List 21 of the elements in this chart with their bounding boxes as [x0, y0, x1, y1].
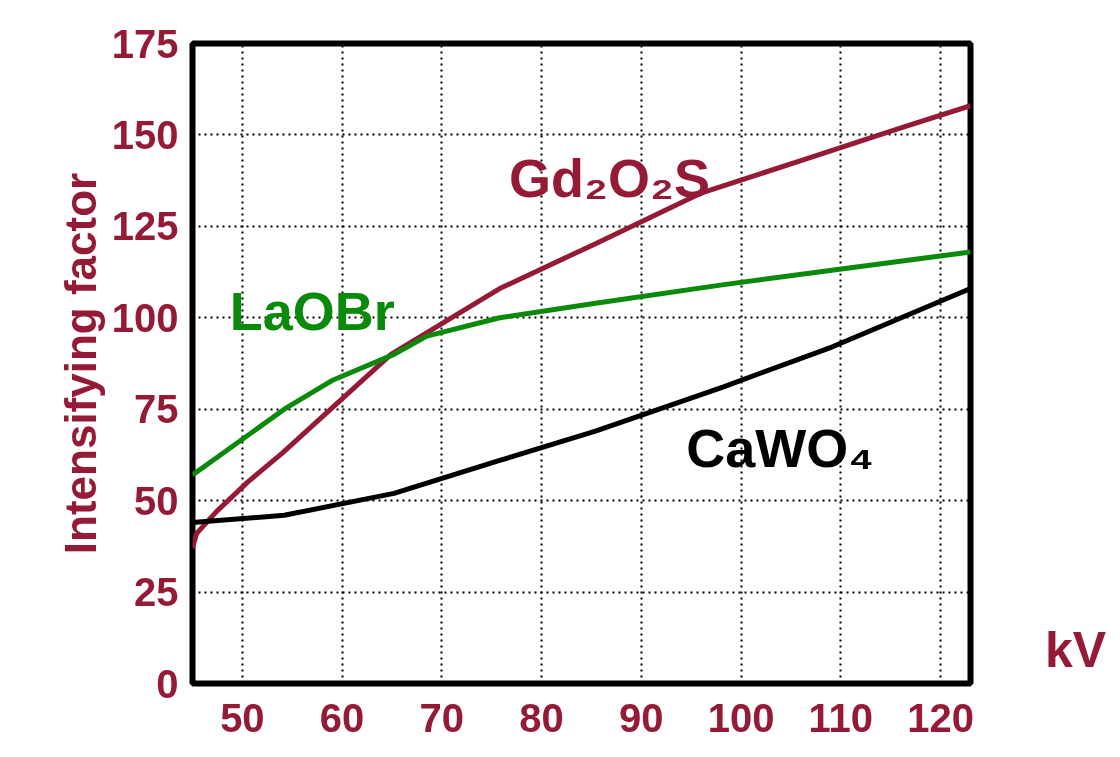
- y-tick-label: 150: [111, 112, 179, 157]
- x-tick-label: 80: [519, 695, 564, 740]
- y-tick-label: 50: [134, 478, 179, 523]
- y-tick-label: 100: [111, 295, 179, 340]
- x-tick-label: 100: [707, 695, 775, 740]
- x-tick-label: 50: [220, 695, 265, 740]
- y-tick-label: 125: [111, 204, 179, 249]
- x-tick-label: 60: [319, 695, 365, 740]
- y-tick-label: 175: [111, 21, 179, 66]
- x-tick-label: 120: [907, 695, 974, 740]
- y-tick-label: 0: [156, 661, 179, 706]
- x-axis-title: kV: [1044, 621, 1107, 678]
- x-tick-label: 110: [808, 695, 874, 740]
- y-axis-title: Intensifying factor: [55, 172, 105, 555]
- x-tick-label: 70: [419, 695, 465, 740]
- x-tick-label: 90: [619, 695, 664, 740]
- series-label: LaOBr: [229, 281, 395, 342]
- y-tick-label: 25: [134, 570, 179, 615]
- series-label: Gd₂O₂S: [508, 147, 710, 208]
- series-label: CaWO₄: [686, 418, 875, 479]
- y-tick-label: 75: [134, 387, 179, 432]
